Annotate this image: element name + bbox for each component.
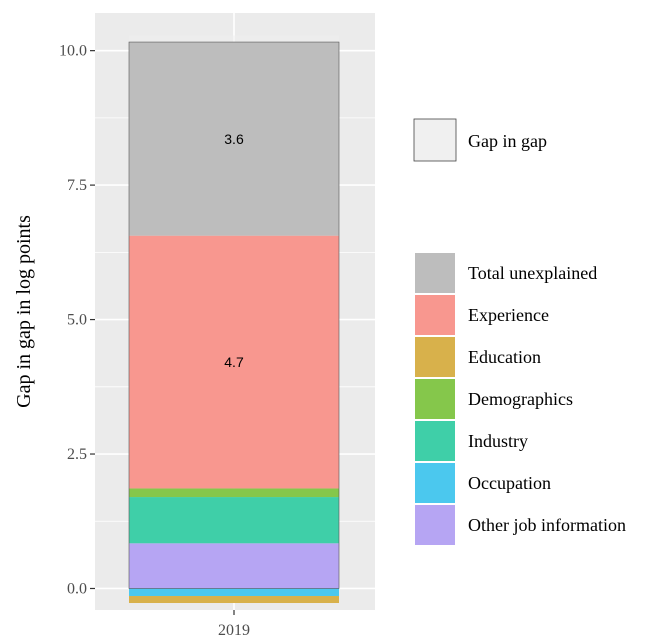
- legend-label-demographics: Demographics: [468, 389, 573, 409]
- bar-segment-demographics: [129, 488, 339, 498]
- y-axis: 0.0 2.5 5.0 7.5 10.0: [59, 43, 95, 597]
- bar-segment-occupation: [129, 588, 339, 597]
- legend-key-occupation: [415, 463, 455, 503]
- legend-label-occupation: Occupation: [468, 473, 551, 493]
- legend-key-other-job-information: [415, 505, 455, 545]
- legend-key-industry: [415, 421, 455, 461]
- bars: 4.7 3.6: [128, 35, 340, 604]
- legend-label-experience: Experience: [468, 305, 549, 325]
- x-tick-label: 2019: [218, 622, 250, 639]
- legend-key-gap-in-gap: [413, 118, 457, 162]
- legend-key-experience: [415, 295, 455, 335]
- legend-label-education: Education: [468, 347, 541, 367]
- y-tick-label: 10.0: [59, 43, 87, 60]
- legend-label-other-job-information: Other job information: [468, 515, 626, 535]
- bar-outline: [128, 41, 340, 589]
- y-tick-label: 0.0: [67, 580, 87, 597]
- legend-key-demographics: [415, 379, 455, 419]
- y-tick-label: 2.5: [67, 446, 87, 463]
- legend-label-total-unexplained: Total unexplained: [468, 263, 597, 283]
- x-axis: 2019: [218, 610, 250, 639]
- bar-segment-industry: [129, 497, 339, 544]
- legend-key-education: [415, 337, 455, 377]
- y-axis-title: Gap in gap in log points: [13, 215, 35, 408]
- legend-key-total-unexplained: [415, 253, 455, 293]
- legend-components: Total unexplained Experience Education Demo…: [414, 252, 626, 546]
- legend-gap: Gap in gap: [413, 118, 547, 162]
- bar-segment-total-unexplained: [129, 42, 339, 236]
- data-label-total-unexplained: 3.6: [224, 131, 244, 147]
- bar-segment-experience: [129, 235, 339, 489]
- bar-segment-other-job-information: [129, 543, 339, 589]
- y-tick-label: 5.0: [67, 312, 87, 329]
- bar-segment-education: [129, 596, 339, 604]
- y-tick-label: 7.5: [67, 177, 87, 194]
- data-label-experience: 4.7: [224, 354, 244, 370]
- legend-label-industry: Industry: [468, 431, 528, 451]
- legend-label-gap-in-gap: Gap in gap: [468, 131, 547, 151]
